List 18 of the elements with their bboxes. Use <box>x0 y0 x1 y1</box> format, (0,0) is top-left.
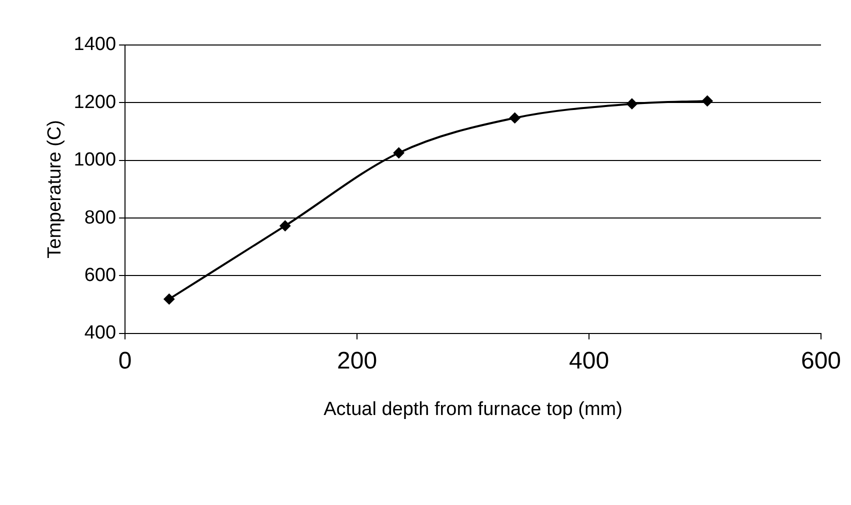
x-tick-label: 600 <box>800 347 842 374</box>
y-tick-label: 1200 <box>74 92 116 113</box>
point <box>280 220 291 232</box>
point <box>702 95 713 106</box>
x-axis-title: Actual depth from furnace top (mm) <box>324 398 622 420</box>
y-tick-label: 400 <box>84 322 116 344</box>
x-tick-label: 400 <box>569 347 610 374</box>
point <box>626 98 638 110</box>
y-tick-label: 1000 <box>74 150 116 171</box>
y-tick-label: 600 <box>84 264 116 286</box>
x-tick-label: 200 <box>337 347 378 374</box>
x-tick-label: 0 <box>118 347 132 374</box>
point <box>393 147 404 158</box>
point <box>164 294 175 305</box>
y-tick-label: 800 <box>84 207 116 228</box>
y-axis-title: Temperature (C) <box>44 120 66 258</box>
point <box>509 112 520 124</box>
y-tick-label: 1400 <box>74 34 116 56</box>
